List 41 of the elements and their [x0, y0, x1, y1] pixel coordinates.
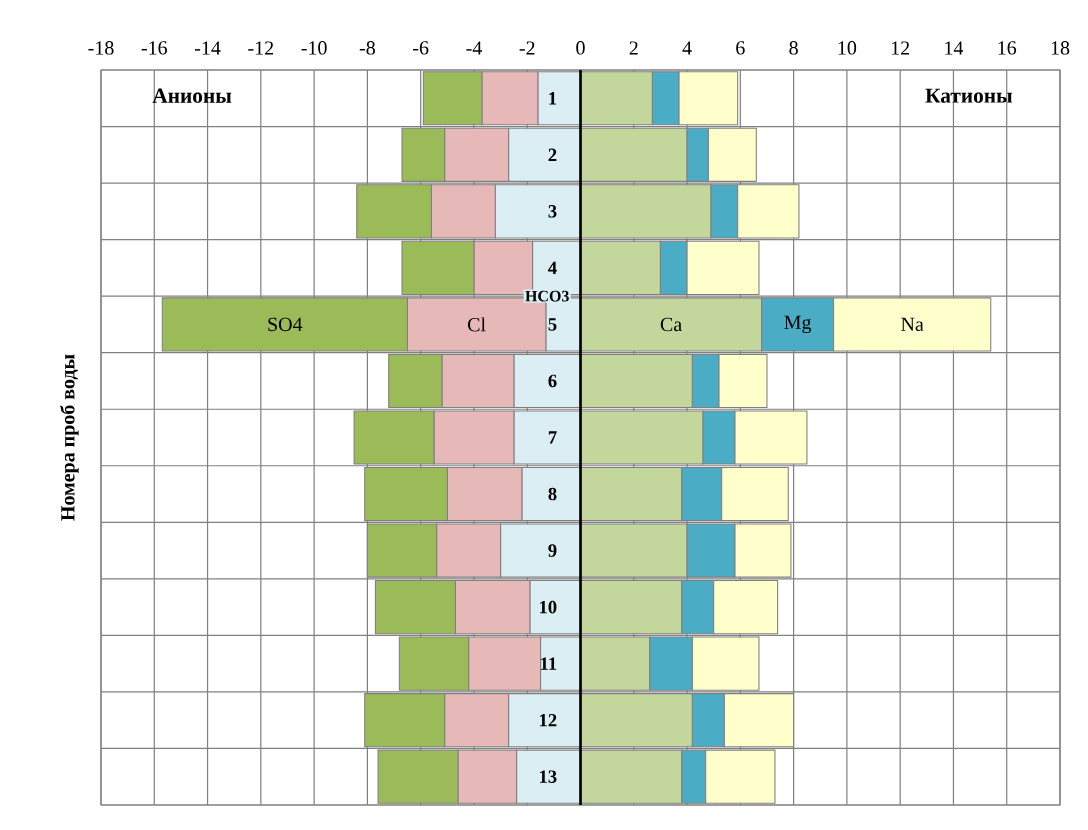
y-tick-label: 10 — [539, 600, 557, 614]
y-tick-label: 4 — [548, 261, 557, 275]
annotation: Катионы — [925, 88, 1013, 103]
y-tick-label: 6 — [548, 374, 557, 388]
x-tick-label: -14 — [194, 41, 221, 55]
x-tick-label: 10 — [838, 41, 857, 55]
y-tick-label: 9 — [548, 544, 557, 557]
y-tick-label: 2 — [548, 148, 557, 161]
x-tick-label: -2 — [519, 41, 535, 55]
y-tick-label: 7 — [548, 431, 557, 444]
y-tick-label: 1 — [549, 92, 557, 105]
series-label: HCO3 — [525, 290, 569, 302]
x-tick-label: -12 — [248, 41, 274, 55]
y-tick-label: 5 — [548, 318, 557, 331]
x-tick-label: -4 — [466, 41, 482, 55]
x-tick-label: 18 — [1051, 41, 1070, 55]
x-tick-label: -6 — [413, 41, 429, 55]
x-tick-label: 12 — [891, 41, 910, 55]
y-tick-label: 11 — [541, 657, 557, 670]
x-tick-label: 2 — [629, 41, 638, 55]
y-tick-label: 8 — [548, 487, 557, 501]
x-tick-label: 0 — [576, 41, 585, 55]
x-tick-label: -10 — [301, 41, 327, 55]
x-tick-label: 8 — [789, 41, 798, 55]
y-tick-label: 12 — [539, 714, 557, 727]
x-tick-label: 14 — [945, 41, 964, 55]
x-tick-label: -8 — [359, 41, 375, 55]
series-label: Cl — [467, 317, 486, 332]
y-tick-label: 3 — [548, 205, 557, 218]
y-tick-label: 13 — [539, 770, 557, 783]
x-tick-label: -16 — [141, 41, 168, 55]
y-axis-title: Номера проб воды — [60, 354, 79, 521]
annotation: Анионы — [152, 88, 232, 103]
series-label: Ca — [660, 317, 682, 332]
series-label: Mg — [784, 315, 812, 334]
x-tick-label: 16 — [998, 41, 1017, 55]
series-label: Na — [901, 317, 924, 332]
x-tick-label: 4 — [682, 41, 692, 55]
x-tick-label: -18 — [88, 41, 114, 55]
series-label: SO4 — [268, 317, 303, 332]
x-tick-label: 6 — [736, 41, 745, 55]
